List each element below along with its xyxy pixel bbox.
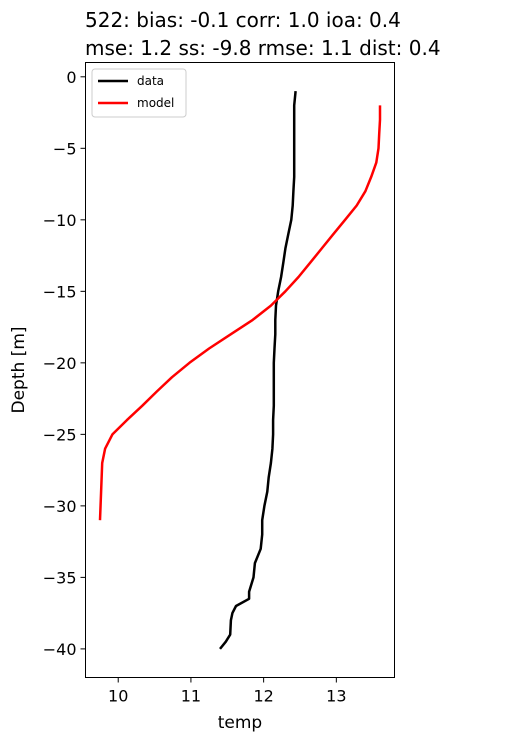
series-line-data xyxy=(219,90,297,650)
x-tick-label: 10 xyxy=(108,687,128,706)
y-tick-label: −20 xyxy=(43,354,77,373)
series-layer xyxy=(98,90,382,650)
y-axis-label: Depth [m] xyxy=(9,326,29,413)
x-tick-label: 13 xyxy=(326,687,346,706)
y-tick-label: −30 xyxy=(43,497,77,516)
y-tick-label: 0 xyxy=(66,68,76,87)
y-tick-label: −15 xyxy=(43,282,77,301)
plot-frame xyxy=(85,62,395,678)
y-tick-label: −35 xyxy=(43,568,77,587)
x-axis-label: temp xyxy=(218,713,262,733)
plot-area xyxy=(85,62,395,678)
y-tick-label: −10 xyxy=(43,211,77,230)
chart-title-line2: mse: 1.2 ss: -9.8 rmse: 1.1 dist: 0.4 xyxy=(85,36,441,60)
y-tick-label: −40 xyxy=(43,640,77,659)
series-line-model xyxy=(98,105,382,521)
legend-label-model: model xyxy=(137,96,174,110)
legend: data model xyxy=(91,68,187,118)
y-tick-label: −5 xyxy=(53,139,77,158)
chart-title-line1: 522: bias: -0.1 corr: 1.0 ioa: 0.4 xyxy=(85,8,401,32)
x-tick-label: 11 xyxy=(181,687,201,706)
y-tick-label: −25 xyxy=(43,425,77,444)
x-tick-label: 12 xyxy=(253,687,273,706)
tick-layer: 10 11 12 13 0 −5 −10 −15 −20 −25 −30 −35 −40 xyxy=(43,68,347,706)
legend-label-data: data xyxy=(137,74,164,88)
